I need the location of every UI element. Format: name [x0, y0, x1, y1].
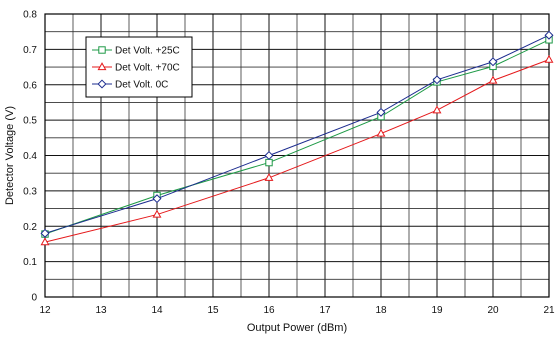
y-tick-label: 0.2	[23, 222, 37, 233]
x-tick-label: 18	[375, 305, 387, 316]
x-tick-label: 15	[207, 305, 219, 316]
data-point	[544, 54, 554, 63]
data-point	[40, 237, 50, 246]
x-axis-ticks: 12 13 14 15 16 17 18 19 20 21	[39, 305, 555, 316]
y-tick-label: 0.8	[23, 10, 37, 21]
x-tick-label: 16	[263, 305, 275, 316]
data-point	[376, 128, 386, 137]
y-axis-title: Detector Voltage (V)	[4, 106, 16, 205]
legend: Det Volt. +25C Det Volt. +70C Det Volt. 0C	[85, 36, 193, 98]
x-tick-label: 14	[151, 305, 163, 316]
y-tick-label: 0.1	[23, 257, 37, 268]
data-point	[432, 75, 442, 85]
y-tick-label: 0.6	[23, 80, 37, 91]
y-tick-label: 0	[31, 293, 37, 304]
x-tick-label: 17	[319, 305, 331, 316]
legend-marker	[98, 46, 106, 54]
data-point	[544, 30, 554, 40]
data-point	[265, 158, 273, 167]
legend-label: Det Volt. 0C	[115, 80, 168, 91]
legend-item: Det Volt. +25C	[92, 46, 180, 57]
plot-frame	[44, 13, 550, 298]
y-tick-label: 0.5	[23, 116, 37, 127]
y-tick-label: 0.7	[23, 45, 37, 56]
x-axis-title: Output Power (dBm)	[247, 322, 347, 334]
x-tick-label: 13	[95, 305, 107, 316]
data-point	[152, 209, 162, 218]
data-point	[264, 172, 274, 181]
data-point	[432, 105, 442, 114]
legend-item: Det Volt. +70C	[92, 62, 180, 74]
x-tick-label: 12	[39, 305, 51, 316]
y-tick-label: 0.4	[23, 151, 37, 162]
legend-item: Det Volt. 0C	[92, 79, 168, 91]
x-tick-label: 19	[431, 305, 443, 316]
y-tick-label: 0.3	[23, 186, 37, 197]
series-2	[40, 30, 554, 238]
data-point	[488, 75, 498, 84]
series-1	[40, 54, 554, 246]
x-tick-label: 20	[487, 305, 499, 316]
legend-marker	[97, 79, 107, 89]
legend-label: Det Volt. +25C	[115, 46, 180, 57]
data-point	[264, 150, 274, 161]
data-point	[488, 57, 498, 67]
y-axis-ticks: 0 0.1 0.2 0.3 0.4 0.5 0.6 0.7 0.8	[23, 10, 37, 304]
legend-label: Det Volt. +70C	[115, 63, 180, 74]
legend-marker	[97, 62, 107, 71]
data-point	[376, 107, 386, 117]
chart-series-group	[40, 30, 554, 246]
data-point	[152, 194, 162, 204]
data-point	[40, 228, 50, 238]
x-tick-label: 21	[543, 305, 555, 316]
